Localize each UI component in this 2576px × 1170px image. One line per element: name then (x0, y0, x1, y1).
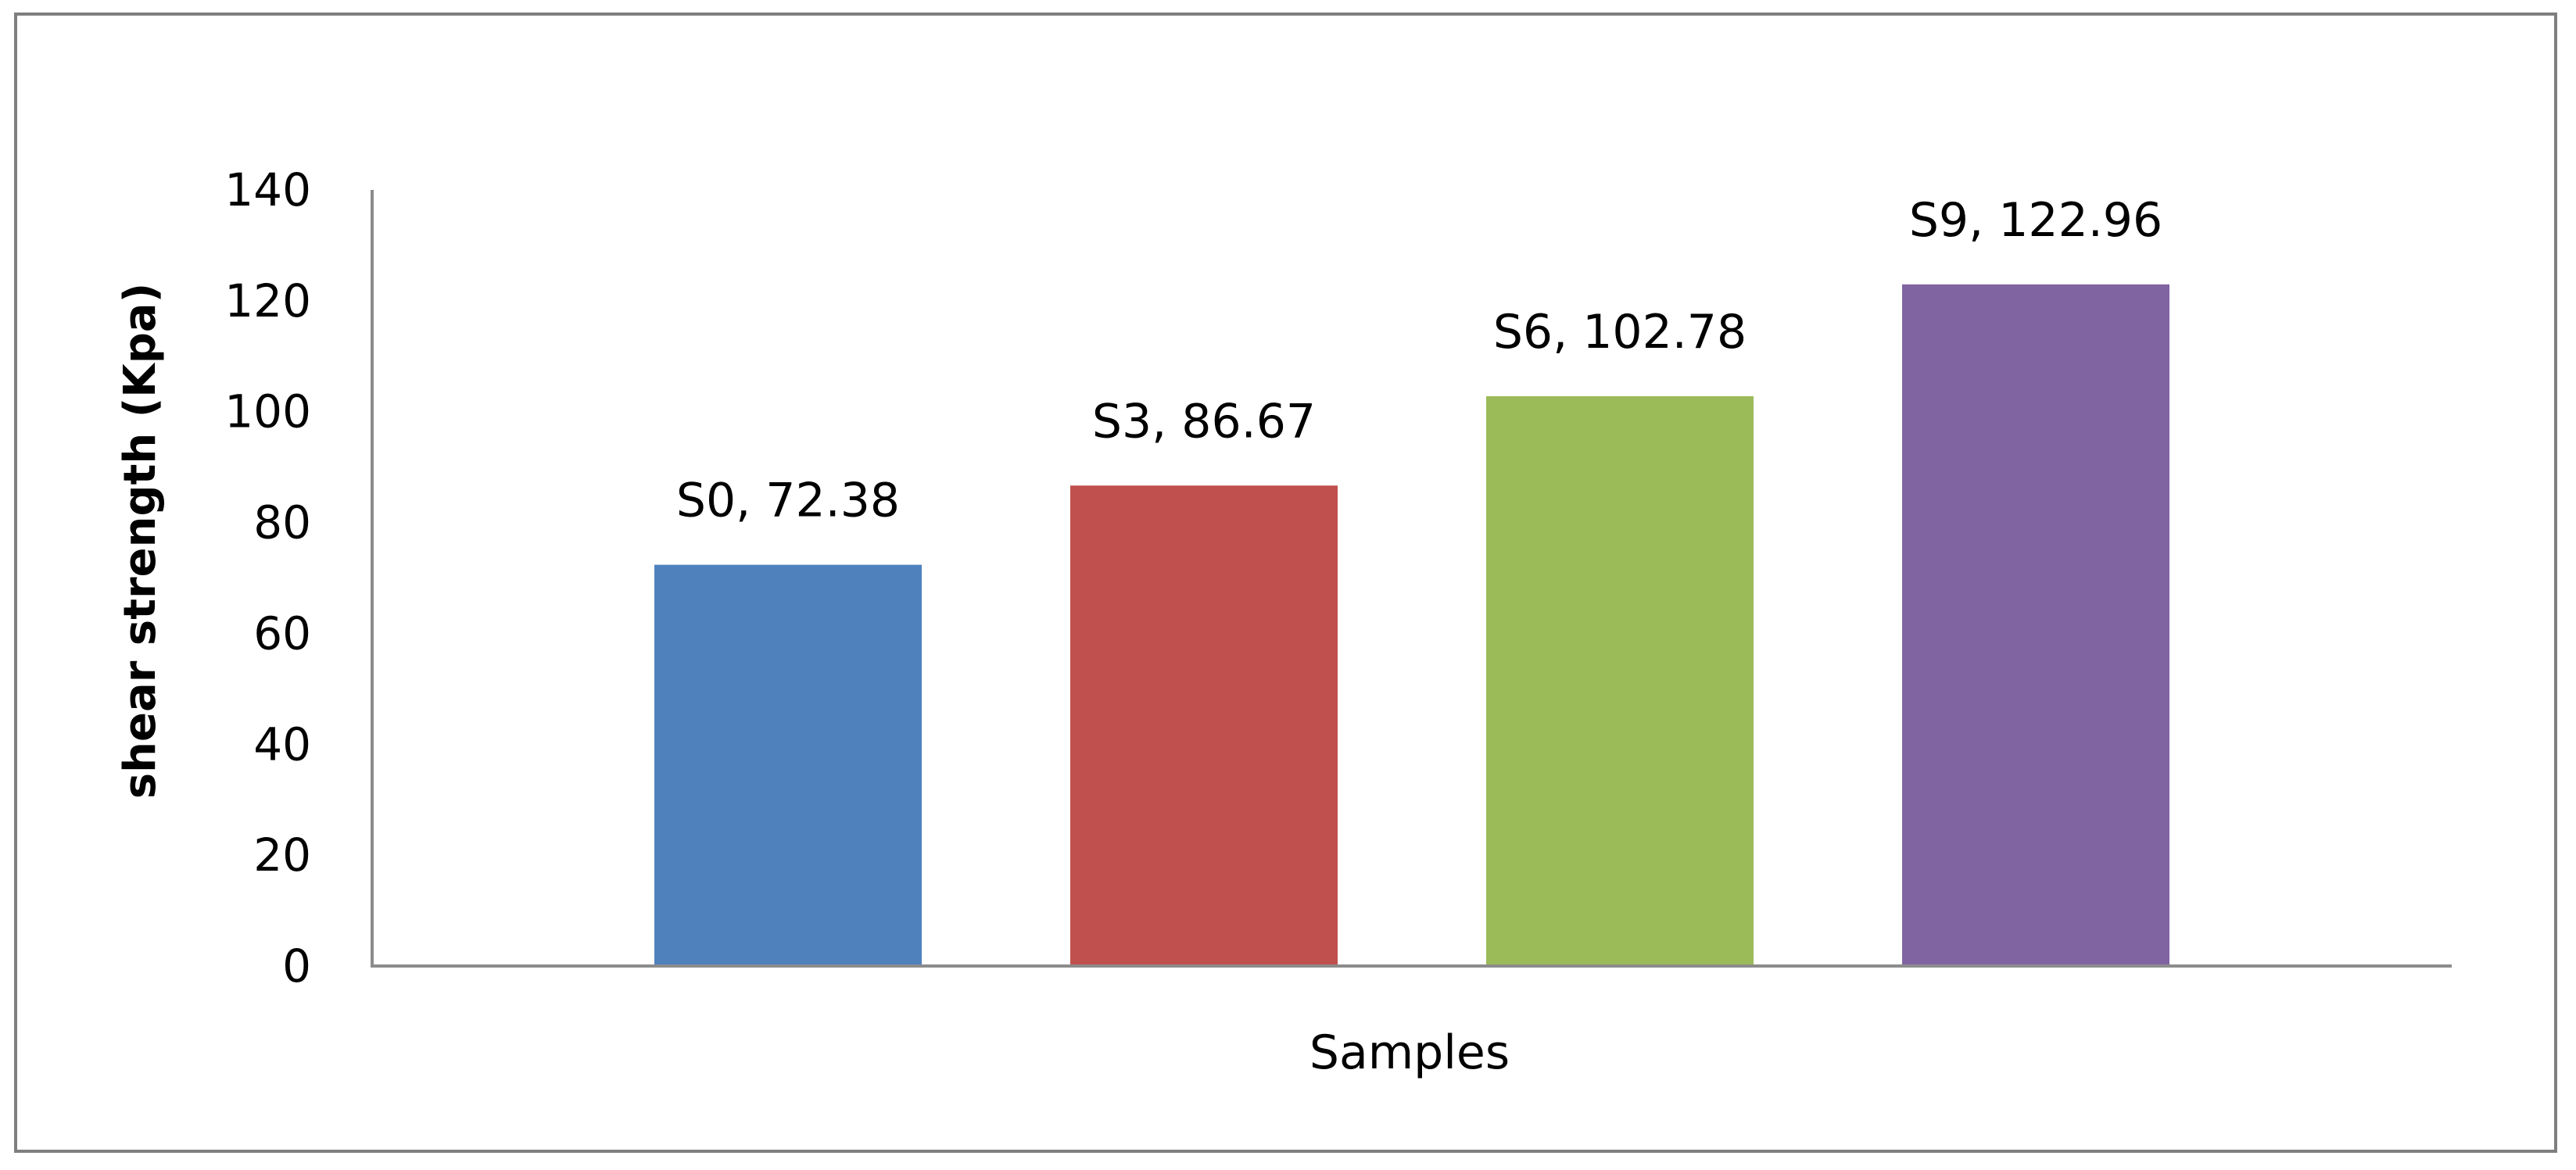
y-tick-label: 40 (253, 717, 311, 771)
data-label-s3: S3, 86.67 (1092, 394, 1316, 449)
y-tick-label: 120 (224, 274, 311, 327)
bar-s9 (1902, 284, 2169, 966)
bar-s6 (1486, 395, 1754, 966)
data-labels-layer: S0, 72.38 S3, 86.67 S6, 102.78 S9, 122.96 (676, 193, 2162, 528)
data-label-s6: S6, 102.78 (1493, 305, 1747, 360)
y-tick-label: 140 (224, 163, 311, 216)
y-tick-label: 100 (224, 385, 311, 438)
bar-s0 (654, 564, 922, 966)
bar-s3 (1070, 485, 1338, 966)
y-axis-title: shear strength (Kpa) (115, 283, 166, 799)
y-tick-label: 80 (253, 496, 311, 549)
y-ticks-layer: 0 20 40 60 80 100 120 140 (224, 163, 311, 993)
data-label-s9: S9, 122.96 (1909, 193, 2162, 248)
x-axis-title: Samples (1309, 1025, 1510, 1080)
bars-layer (654, 284, 2169, 966)
y-tick-label: 60 (253, 606, 311, 660)
axes-layer (371, 190, 2452, 968)
data-label-s0: S0, 72.38 (676, 474, 900, 528)
y-tick-label: 0 (282, 939, 311, 993)
y-tick-label: 20 (253, 828, 311, 882)
